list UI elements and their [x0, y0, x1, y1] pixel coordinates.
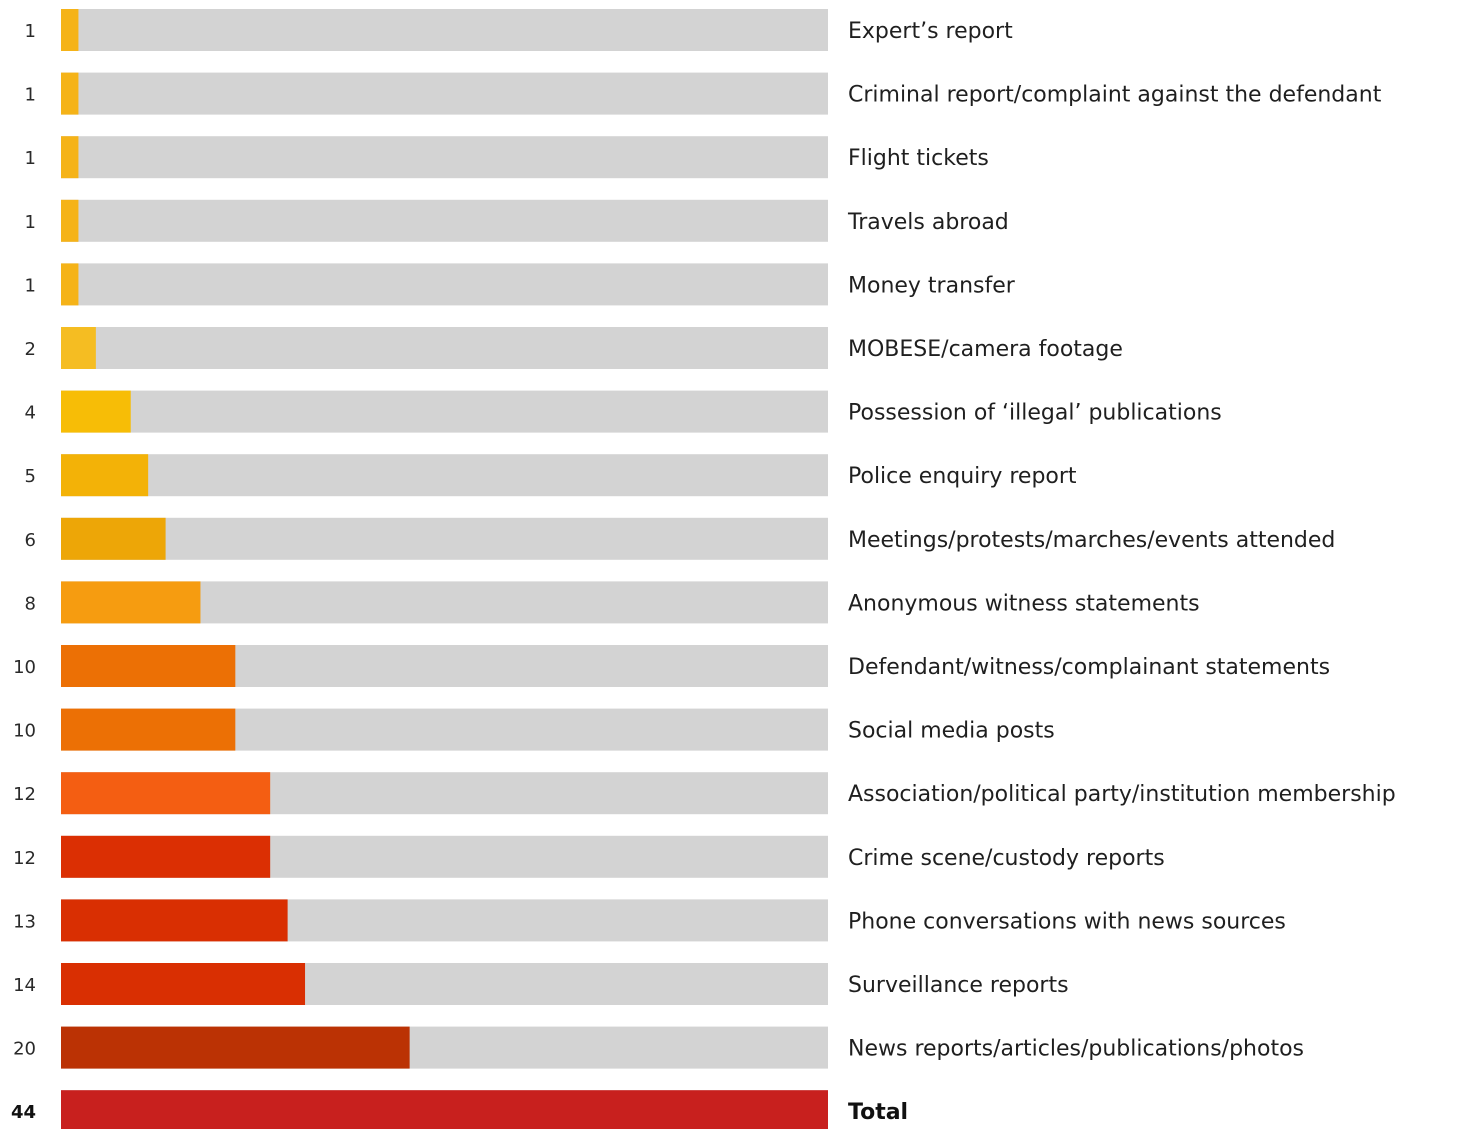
- bar-track-travels-abroad: [61, 199, 828, 242]
- bar-row-social-media-posts: 10 Social media posts: [13, 708, 1055, 751]
- value-label-phone-conversations-with-news-sources: 13: [13, 911, 36, 932]
- bar-track-money-transfer: [61, 263, 828, 306]
- bar-possession-of-illegal-publications: [61, 390, 131, 433]
- category-label-criminal-report-complaint-against-the-defendant: Criminal report/complaint against the de…: [848, 83, 1382, 108]
- bar-mobese-camera-footage: [61, 327, 96, 369]
- value-label-police-enquiry-report: 5: [25, 466, 36, 487]
- bar-phone-conversations-with-news-sources: [61, 899, 288, 942]
- bar-news-reports-articles-publications-photos: [61, 1026, 410, 1069]
- bar-money-transfer: [61, 263, 79, 306]
- bar-track-mobese-camera-footage: [61, 327, 828, 369]
- category-label-expert-s-report: Expert’s report: [848, 19, 1013, 44]
- bar-row-police-enquiry-report: 5 Police enquiry report: [25, 454, 1077, 497]
- bar-total: [61, 1090, 828, 1129]
- value-label-total: 44: [11, 1102, 36, 1123]
- value-label-anonymous-witness-statements: 8: [25, 593, 36, 614]
- bar-expert-s-report: [61, 9, 79, 51]
- bar-row-criminal-report-complaint-against-the-defendant: 1 Criminal report/complaint against the d…: [25, 72, 1382, 115]
- bar-track-flight-tickets: [61, 136, 828, 179]
- bar-track-expert-s-report: [61, 9, 828, 51]
- bar-row-phone-conversations-with-news-sources: 13 Phone conversations with news sources: [13, 899, 1286, 942]
- category-label-total: Total: [848, 1100, 908, 1125]
- bar-track-possession-of-illegal-publications: [61, 390, 828, 433]
- bar-row-defendant-witness-complainant-statements: 10 Defendant/witness/complainant statemen…: [13, 645, 1330, 687]
- value-label-defendant-witness-complainant-statements: 10: [13, 657, 36, 678]
- chart-rows: 1 Expert’s report 1 Criminal report/complai…: [11, 9, 1396, 1129]
- value-label-association-political-party-institution-membership: 12: [13, 784, 36, 805]
- bar-track-meetings-protests-marches-events-attended: [61, 517, 828, 560]
- bar-meetings-protests-marches-events-attended: [61, 517, 166, 560]
- value-label-travels-abroad: 1: [25, 212, 36, 233]
- bar-row-travels-abroad: 1 Travels abroad: [25, 199, 1009, 242]
- bar-police-enquiry-report: [61, 454, 149, 497]
- bar-anonymous-witness-statements: [61, 581, 201, 624]
- category-label-news-reports-articles-publications-photos: News reports/articles/publications/photo…: [848, 1037, 1304, 1062]
- bar-criminal-report-complaint-against-the-defendant: [61, 72, 79, 115]
- bar-row-crime-scene-custody-reports: 12 Crime scene/custody reports: [13, 835, 1165, 878]
- category-label-association-political-party-institution-membership: Association/political party/institution …: [848, 782, 1396, 807]
- bar-surveillance-reports: [61, 963, 306, 1005]
- bar-row-possession-of-illegal-publications: 4 Possession of ‘illegal’ publications: [25, 390, 1222, 433]
- bar-travels-abroad: [61, 199, 79, 242]
- category-label-mobese-camera-footage: MOBESE/camera footage: [848, 337, 1123, 362]
- category-label-meetings-protests-marches-events-attended: Meetings/protests/marches/events attende…: [848, 528, 1335, 553]
- bar-defendant-witness-complainant-statements: [61, 645, 236, 687]
- value-label-mobese-camera-footage: 2: [25, 339, 36, 360]
- category-label-surveillance-reports: Surveillance reports: [848, 973, 1069, 998]
- bar-row-expert-s-report: 1 Expert’s report: [25, 9, 1013, 51]
- bar-track-police-enquiry-report: [61, 454, 828, 497]
- bar-track-criminal-report-complaint-against-the-defendant: [61, 72, 828, 115]
- value-label-possession-of-illegal-publications: 4: [25, 403, 36, 424]
- category-label-social-media-posts: Social media posts: [848, 719, 1055, 744]
- value-label-meetings-protests-marches-events-attended: 6: [25, 530, 36, 551]
- category-label-anonymous-witness-statements: Anonymous witness statements: [848, 591, 1200, 616]
- bar-row-surveillance-reports: 14 Surveillance reports: [13, 963, 1069, 1005]
- value-label-expert-s-report: 1: [25, 21, 36, 42]
- bar-row-money-transfer: 1 Money transfer: [25, 263, 1016, 306]
- value-label-news-reports-articles-publications-photos: 20: [13, 1039, 36, 1060]
- value-label-criminal-report-complaint-against-the-defendant: 1: [25, 85, 36, 106]
- bar-row-flight-tickets: 1 Flight tickets: [25, 136, 989, 179]
- bar-association-political-party-institution-membership: [61, 772, 271, 815]
- bar-row-association-political-party-institution-membership: 12 Association/political party/institutio…: [13, 772, 1396, 815]
- category-label-crime-scene-custody-reports: Crime scene/custody reports: [848, 846, 1165, 871]
- category-label-flight-tickets: Flight tickets: [848, 146, 989, 171]
- category-label-police-enquiry-report: Police enquiry report: [848, 464, 1077, 489]
- bar-row-anonymous-witness-statements: 8 Anonymous witness statements: [25, 581, 1200, 624]
- category-label-defendant-witness-complainant-statements: Defendant/witness/complainant statements: [848, 655, 1330, 680]
- value-label-social-media-posts: 10: [13, 721, 36, 742]
- value-label-money-transfer: 1: [25, 275, 36, 296]
- bar-row-news-reports-articles-publications-photos: 20 News reports/articles/publications/pho…: [13, 1026, 1304, 1069]
- bar-social-media-posts: [61, 708, 236, 751]
- category-label-money-transfer: Money transfer: [848, 273, 1016, 298]
- bar-flight-tickets: [61, 136, 79, 179]
- bar-row-mobese-camera-footage: 2 MOBESE/camera footage: [25, 327, 1123, 369]
- bar-crime-scene-custody-reports: [61, 835, 271, 878]
- bar-row-meetings-protests-marches-events-attended: 6 Meetings/protests/marches/events attend…: [25, 517, 1335, 560]
- category-label-travels-abroad: Travels abroad: [847, 210, 1009, 235]
- value-label-crime-scene-custody-reports: 12: [13, 848, 36, 869]
- category-label-possession-of-illegal-publications: Possession of ‘illegal’ publications: [848, 401, 1222, 426]
- value-label-surveillance-reports: 14: [13, 975, 36, 996]
- category-label-phone-conversations-with-news-sources: Phone conversations with news sources: [848, 909, 1286, 934]
- bar-row-total: 44 Total: [11, 1090, 908, 1129]
- value-label-flight-tickets: 1: [25, 148, 36, 169]
